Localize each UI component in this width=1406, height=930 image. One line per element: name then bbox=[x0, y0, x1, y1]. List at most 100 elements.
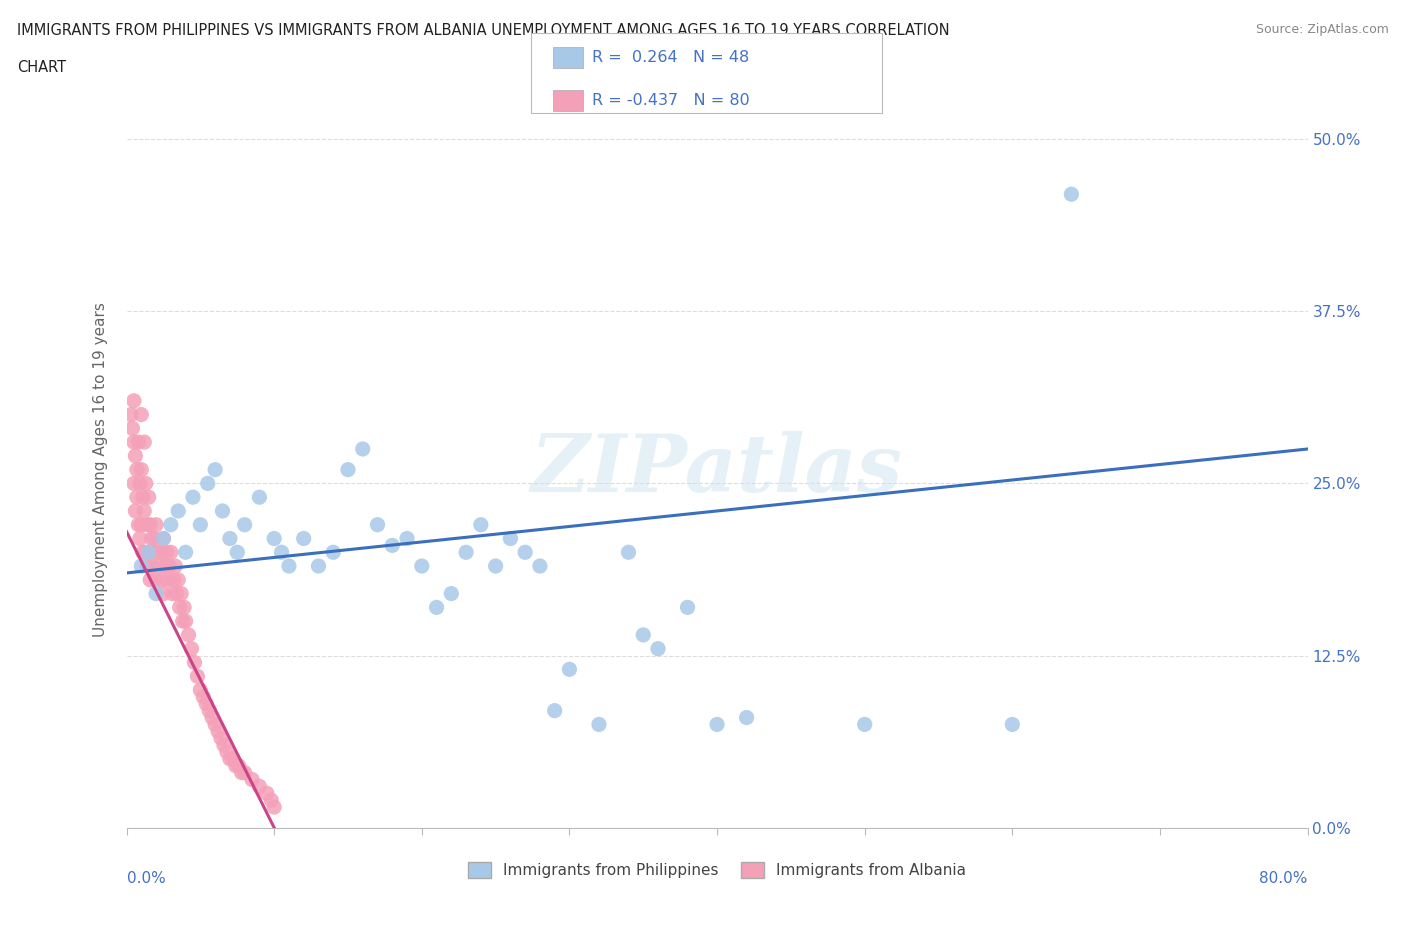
Legend: Immigrants from Philippines, Immigrants from Albania: Immigrants from Philippines, Immigrants … bbox=[461, 857, 973, 884]
Point bbox=[138, 490, 160, 505]
Point bbox=[160, 545, 183, 560]
Point bbox=[167, 572, 190, 587]
Point bbox=[129, 517, 153, 532]
Text: CHART: CHART bbox=[17, 60, 66, 75]
Point bbox=[231, 765, 253, 780]
Point bbox=[173, 600, 195, 615]
Point bbox=[233, 517, 256, 532]
Point bbox=[249, 779, 271, 794]
Point bbox=[141, 531, 163, 546]
Point bbox=[125, 490, 148, 505]
Point bbox=[181, 490, 204, 505]
Point bbox=[146, 545, 169, 560]
Point bbox=[145, 572, 167, 587]
Point bbox=[270, 545, 292, 560]
Point bbox=[263, 800, 285, 815]
Point bbox=[138, 545, 160, 560]
Point bbox=[122, 434, 145, 449]
Point bbox=[160, 517, 183, 532]
Point bbox=[588, 717, 610, 732]
Point bbox=[633, 628, 655, 643]
Point bbox=[544, 703, 567, 718]
Point bbox=[322, 545, 344, 560]
Point bbox=[260, 792, 283, 807]
Point bbox=[139, 572, 162, 587]
Point bbox=[485, 559, 508, 574]
Point bbox=[156, 572, 179, 587]
Point bbox=[121, 421, 143, 436]
Point bbox=[129, 559, 153, 574]
Point bbox=[558, 662, 581, 677]
Point bbox=[152, 531, 174, 546]
Point bbox=[193, 689, 215, 704]
Point bbox=[163, 572, 186, 587]
Text: 0.0%: 0.0% bbox=[127, 870, 166, 885]
Point bbox=[198, 703, 221, 718]
Point bbox=[207, 724, 229, 738]
Point bbox=[143, 531, 166, 546]
Point bbox=[367, 517, 389, 532]
Point bbox=[204, 717, 226, 732]
Point bbox=[186, 669, 208, 684]
Point bbox=[470, 517, 492, 532]
Point bbox=[125, 462, 148, 477]
Point bbox=[233, 765, 256, 780]
Point bbox=[225, 758, 247, 773]
Point bbox=[132, 545, 155, 560]
Point bbox=[122, 476, 145, 491]
Point bbox=[706, 717, 728, 732]
Point bbox=[174, 614, 197, 629]
Point bbox=[735, 711, 758, 725]
Point bbox=[1060, 187, 1083, 202]
Text: IMMIGRANTS FROM PHILIPPINES VS IMMIGRANTS FROM ALBANIA UNEMPLOYMENT AMONG AGES 1: IMMIGRANTS FROM PHILIPPINES VS IMMIGRANT… bbox=[17, 23, 949, 38]
Point bbox=[169, 600, 191, 615]
Point bbox=[183, 655, 205, 670]
Point bbox=[157, 559, 180, 574]
Point bbox=[219, 751, 242, 766]
Point bbox=[197, 476, 219, 491]
Point bbox=[152, 586, 174, 601]
Point bbox=[240, 772, 263, 787]
Point bbox=[209, 731, 232, 746]
Point bbox=[145, 517, 167, 532]
Text: R =  0.264   N = 48: R = 0.264 N = 48 bbox=[592, 50, 749, 65]
Point bbox=[152, 531, 174, 546]
Point bbox=[166, 586, 188, 601]
Point bbox=[132, 490, 155, 505]
Point bbox=[129, 407, 153, 422]
Point bbox=[128, 531, 150, 546]
Point bbox=[352, 442, 374, 457]
Point bbox=[211, 503, 233, 518]
Point bbox=[456, 545, 478, 560]
Point bbox=[647, 642, 669, 657]
Point bbox=[188, 517, 212, 532]
Point bbox=[292, 531, 315, 546]
Point bbox=[337, 462, 360, 477]
Point bbox=[124, 448, 146, 463]
Point bbox=[426, 600, 449, 615]
Point bbox=[226, 545, 249, 560]
Point bbox=[381, 538, 404, 552]
Point bbox=[138, 545, 160, 560]
Point bbox=[499, 531, 522, 546]
Point bbox=[1001, 717, 1024, 732]
Point bbox=[141, 559, 163, 574]
Point bbox=[228, 758, 250, 773]
Point bbox=[128, 476, 150, 491]
Point bbox=[256, 786, 278, 801]
Point bbox=[136, 517, 159, 532]
Point bbox=[263, 531, 285, 546]
Point bbox=[396, 531, 419, 546]
Point bbox=[195, 697, 218, 711]
Text: 80.0%: 80.0% bbox=[1260, 870, 1308, 885]
Point bbox=[308, 559, 330, 574]
Point bbox=[204, 462, 226, 477]
Point bbox=[411, 559, 433, 574]
Point bbox=[440, 586, 463, 601]
Point bbox=[676, 600, 699, 615]
Point bbox=[212, 737, 235, 752]
Point bbox=[201, 711, 224, 725]
Point bbox=[135, 545, 157, 560]
Point bbox=[134, 503, 156, 518]
Point bbox=[135, 476, 157, 491]
